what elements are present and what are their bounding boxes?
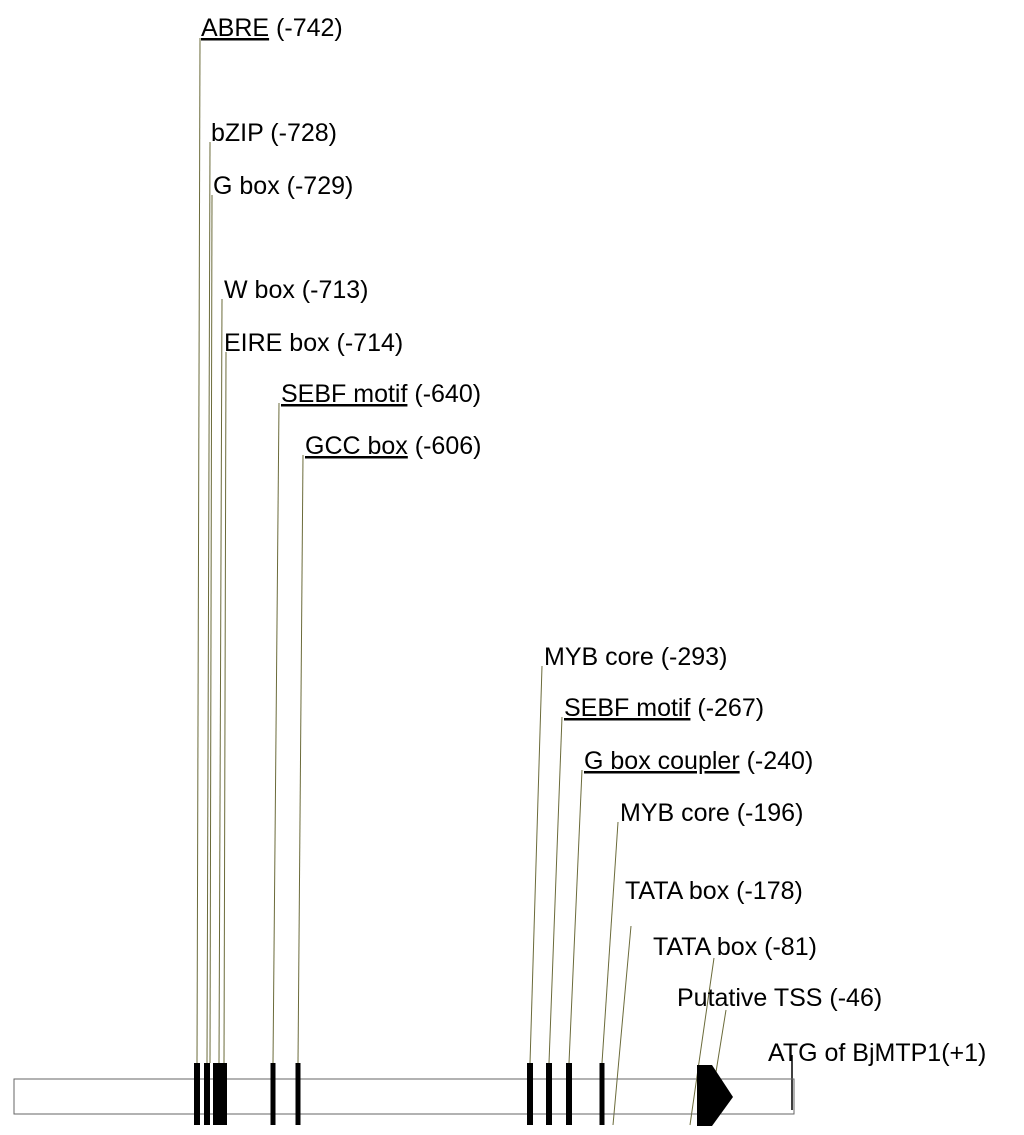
- label-sebf1: SEBF motif (-640): [281, 380, 481, 408]
- motif-mark-myb1: [527, 1063, 533, 1125]
- motif-mark-gboxc: [566, 1063, 572, 1125]
- label-position-tata1: (-178): [729, 877, 803, 905]
- label-abre: ABRE (-742): [201, 14, 343, 42]
- label-myb2: MYB core (-196): [620, 799, 803, 827]
- label-tata1: TATA box (-178): [625, 877, 803, 905]
- motif-mark-eire: [221, 1063, 227, 1125]
- leader-line-myb1: [529, 665, 543, 1064]
- leader-line-bzip: [206, 141, 211, 1064]
- label-name-sebf1: SEBF motif: [281, 380, 407, 408]
- label-name-gbox: G box: [213, 172, 280, 200]
- label-position-gboxc: (-240): [740, 747, 814, 775]
- promoter-bar: [13, 1078, 795, 1115]
- label-name-tata1: TATA box: [625, 877, 730, 905]
- motif-mark-gcc: [295, 1063, 301, 1125]
- label-sebf2: SEBF motif (-267): [564, 694, 764, 722]
- label-position-wbox: (-713): [295, 276, 369, 304]
- motif-mark-bzip: [204, 1063, 210, 1125]
- leader-lines: [196, 37, 793, 1126]
- label-eire: EIRE box (-714): [224, 329, 403, 357]
- label-bzip: bZIP (-728): [211, 119, 337, 147]
- label-position-eire: (-714): [330, 329, 404, 357]
- element-marks: [194, 1063, 733, 1126]
- motif-mark-wbox: [216, 1063, 222, 1125]
- label-gcc: GCC box (-606): [305, 432, 481, 460]
- label-position-tata2: (-81): [757, 933, 817, 961]
- label-position-bzip: (-728): [263, 119, 337, 147]
- leader-line-sebf1: [272, 402, 280, 1064]
- label-name-eire: EIRE box: [224, 329, 330, 357]
- leader-line-abre: [196, 37, 201, 1064]
- label-position-sebf1: (-640): [407, 380, 481, 408]
- leader-line-myb2: [601, 821, 619, 1064]
- label-gboxc: G box coupler (-240): [584, 747, 813, 775]
- label-name-atg: ATG of BjMTP1: [768, 1039, 941, 1067]
- motif-mark-myb2: [599, 1063, 605, 1125]
- leader-line-tata1: [612, 925, 632, 1126]
- leader-line-gcc: [297, 454, 304, 1064]
- label-position-sebf2: (-267): [690, 694, 764, 722]
- element-labels: ABRE (-742) bZIP (-728) G box (-729) W box …: [201, 14, 986, 1067]
- label-gbox: G box (-729): [213, 172, 353, 200]
- label-position-myb1: (-293): [654, 643, 728, 671]
- label-position-gcc: (-606): [408, 432, 482, 460]
- leader-line-tss: [715, 1009, 727, 1073]
- label-position-abre: (-742): [269, 14, 343, 42]
- label-name-gcc: GCC box: [305, 432, 408, 460]
- leader-line-sebf2: [548, 716, 563, 1064]
- label-name-sebf2: SEBF motif: [564, 694, 690, 722]
- label-wbox: W box (-713): [224, 276, 369, 304]
- label-myb1: MYB core (-293): [544, 643, 727, 671]
- leader-line-eire: [223, 351, 227, 1064]
- leader-line-wbox: [218, 298, 223, 1064]
- label-position-myb2: (-196): [730, 799, 804, 827]
- label-position-atg: (+1): [941, 1039, 986, 1067]
- label-name-bzip: bZIP: [211, 119, 263, 147]
- label-tata2: TATA box (-81): [653, 933, 817, 961]
- label-position-gbox: (-729): [280, 172, 354, 200]
- label-atg: ATG of BjMTP1(+1): [768, 1039, 986, 1067]
- label-name-gboxc: G box coupler: [584, 747, 740, 775]
- label-name-tata2: TATA box: [653, 933, 758, 961]
- label-tss: Putative TSS (-46): [677, 984, 882, 1012]
- label-name-wbox: W box: [224, 276, 295, 304]
- motif-mark-sebf2: [546, 1063, 552, 1125]
- tss-arrow-icon: [697, 1065, 733, 1126]
- label-name-myb2: MYB core: [620, 799, 730, 827]
- leader-line-gbox: [209, 194, 213, 1064]
- leader-line-tata2: [689, 957, 715, 1126]
- label-name-abre: ABRE: [201, 14, 269, 42]
- motif-mark-gbox: [213, 1063, 217, 1125]
- label-name-tss: Putative TSS: [677, 984, 822, 1012]
- motif-mark-sebf1: [270, 1063, 276, 1125]
- motif-mark-abre: [194, 1063, 200, 1125]
- label-name-myb1: MYB core: [544, 643, 654, 671]
- leader-line-gboxc: [568, 769, 583, 1064]
- label-position-tss: (-46): [822, 984, 882, 1012]
